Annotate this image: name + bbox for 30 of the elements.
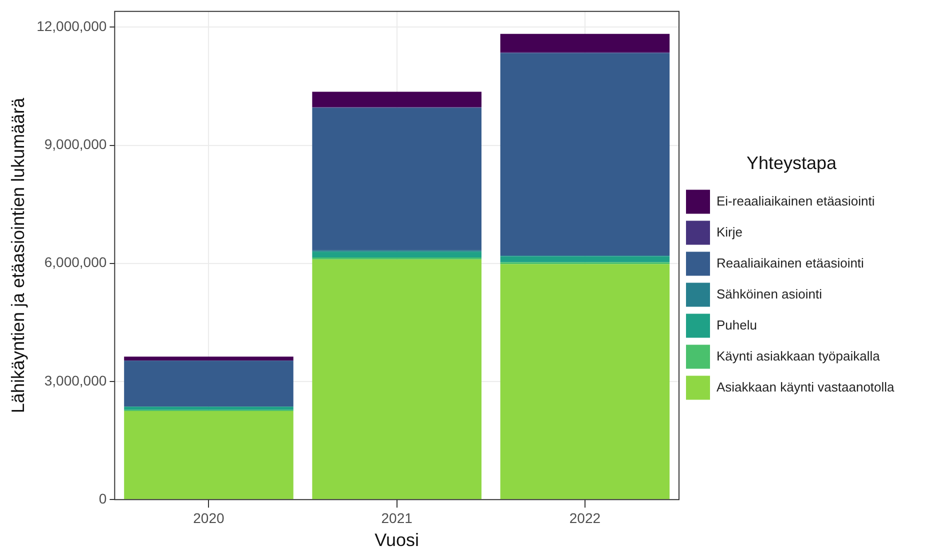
- x-tick-label: 2020: [193, 510, 225, 526]
- bar: [500, 53, 670, 256]
- bar: [312, 259, 482, 500]
- bar: [312, 92, 482, 108]
- legend-title: Yhteystapa: [746, 153, 838, 174]
- y-tick-label: 0: [98, 490, 107, 506]
- y-axis-title: Lähikäyntien ja etäasiointien lukumäärä: [8, 96, 28, 414]
- bar: [124, 406, 294, 410]
- bar: [124, 411, 294, 500]
- bar: [500, 34, 670, 52]
- legend-label: Reaaliaikainen etäasiointi: [716, 255, 864, 270]
- y-tick-label: 9,000,000: [44, 136, 107, 152]
- x-axis-title: Vuosi: [374, 530, 420, 550]
- y-tick-label: 12,000,000: [36, 18, 107, 34]
- legend-label: Sähköinen asiointi: [716, 286, 822, 302]
- x-tick-label: 2022: [569, 510, 601, 526]
- bar: [312, 108, 482, 250]
- bar: [500, 264, 670, 500]
- legend-label: Asiakkaan käynti vastaanotolla: [716, 379, 896, 394]
- x-tick-label: 2021: [381, 510, 413, 526]
- bar: [500, 256, 670, 262]
- legend-label: Puhelu: [716, 317, 757, 332]
- legend-label: Kirje: [716, 224, 743, 240]
- y-tick-label: 3,000,000: [44, 372, 107, 388]
- legend-label: Käynti asiakkaan työpaikalla: [716, 348, 881, 364]
- bar: [124, 360, 294, 407]
- legend-label: Ei-reaaliaikainen etäasiointi: [716, 193, 875, 208]
- bar: [312, 252, 482, 258]
- y-tick-label: 6,000,000: [44, 254, 107, 270]
- bar: [124, 356, 294, 361]
